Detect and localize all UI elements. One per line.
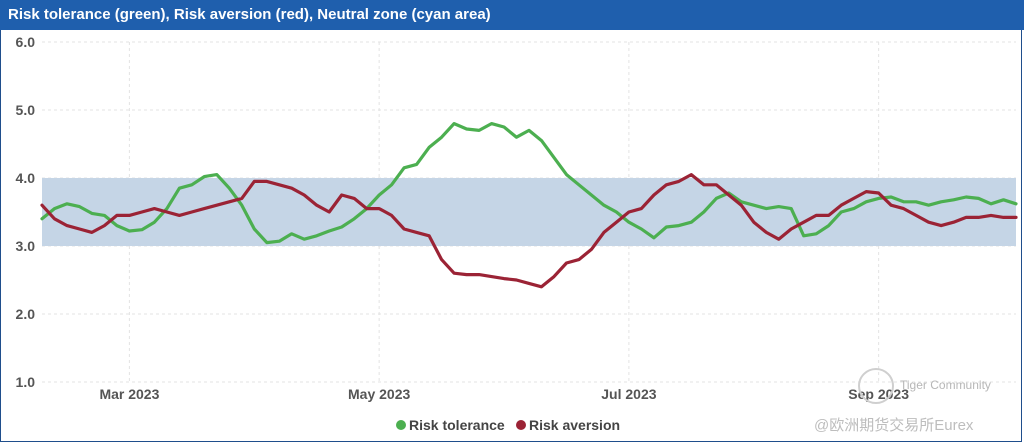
y-tick-label: 3.0 — [16, 238, 36, 254]
legend-label: Risk tolerance — [409, 417, 505, 433]
series-lines — [40, 121, 1018, 289]
chart-title: Risk tolerance (green), Risk aversion (r… — [0, 0, 1024, 30]
y-axis-ticks: 1.0 2.0 3.0 4.0 5.0 6.0 — [16, 34, 36, 390]
x-tick-label: Mar 2023 — [99, 386, 159, 402]
y-tick-label: 1.0 — [16, 374, 36, 390]
watermark-handle: @欧洲期货交易所Eurex — [814, 417, 974, 434]
y-tick-label: 5.0 — [16, 102, 36, 118]
watermark-brand: Tiger Community — [900, 378, 991, 392]
watermark-logo — [858, 368, 894, 404]
y-tick-label: 2.0 — [16, 306, 36, 322]
y-tick-label: 6.0 — [16, 34, 36, 50]
legend-marker — [516, 420, 526, 430]
series-line-risk-aversion — [40, 173, 1018, 289]
legend-marker — [396, 420, 406, 430]
x-tick-label: Jul 2023 — [601, 386, 656, 402]
x-tick-label: May 2023 — [348, 386, 410, 402]
legend-label: Risk aversion — [529, 417, 620, 433]
y-tick-label: 4.0 — [16, 170, 36, 186]
legend: Risk tolerance Risk aversion — [396, 417, 620, 433]
x-axis-ticks: Mar 2023 May 2023 Jul 2023 Sep 2023 — [99, 386, 909, 402]
neutral-zone-band — [42, 178, 1016, 246]
series-line-risk-tolerance — [40, 121, 1018, 245]
